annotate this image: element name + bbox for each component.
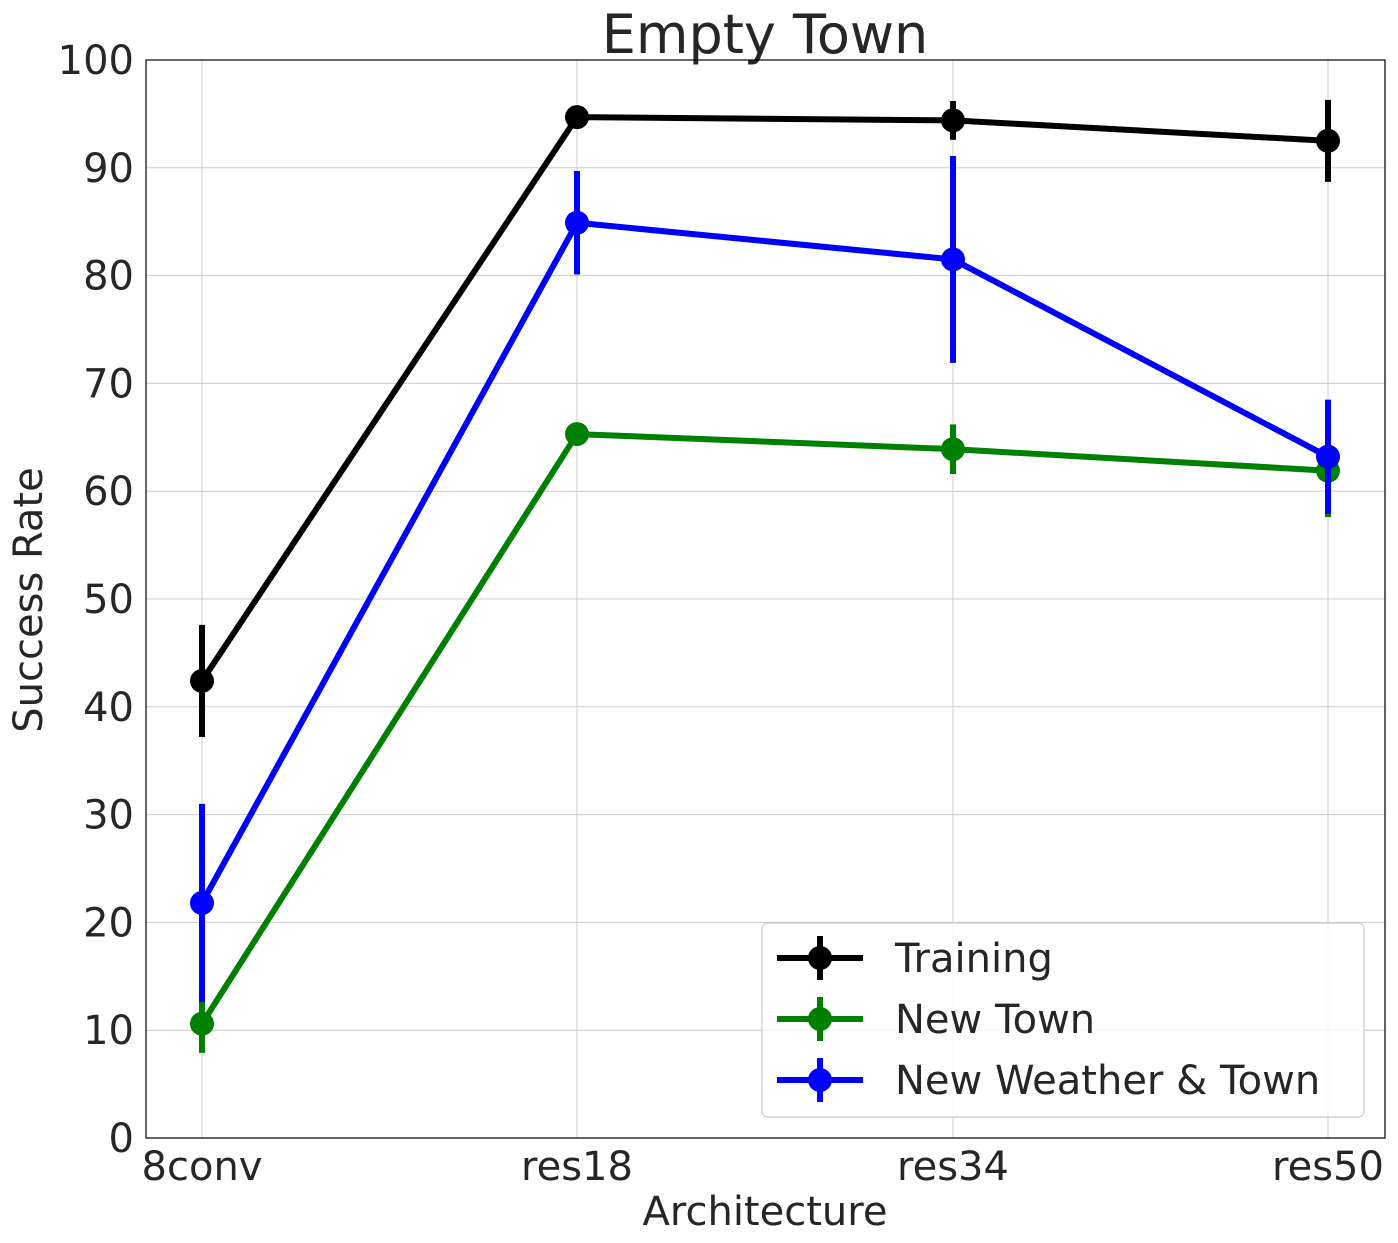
series-0 [190,99,1340,737]
plot-frame [145,59,1386,1139]
legend-marker [808,1068,832,1092]
series-line [199,114,1329,683]
legend-label: Training [894,936,1053,982]
y-tick-label: 100 [58,38,134,84]
legend: Training New Town New Weather & Town [761,922,1365,1118]
legend-box [761,922,1365,1118]
legend-entry: Training [777,936,1053,982]
y-tick-label: 10 [83,1008,134,1054]
series-line [199,219,1330,905]
data-point [1316,128,1340,153]
data-point [565,105,589,130]
data-point [565,422,589,447]
x-tick-labels: 8conv res18 res34 res50 [142,1144,1384,1190]
legend-label: New Town [895,997,1095,1043]
y-tick-label: 60 [83,469,134,515]
x-tick-label: res18 [521,1144,633,1190]
x-tick-label: res50 [1272,1144,1384,1190]
series-2 [190,155,1340,1003]
y-tick-labels: 0 10 20 30 40 50 60 70 80 90 100 [58,38,134,1162]
y-tick-label: 20 [83,900,134,946]
data-point [565,210,589,235]
series-line [199,431,1329,1026]
data-point [941,247,965,272]
x-tick-label: res34 [897,1144,1009,1190]
series-layer [190,99,1340,1053]
chart-title: Empty Town [602,3,929,66]
legend-entry: New Town [777,997,1095,1043]
y-tick-label: 80 [83,254,134,300]
x-tick-label: 8conv [142,1144,263,1190]
legend-entry: New Weather & Town [777,1058,1320,1104]
legend-entries: Training New Town New Weather & Town [777,936,1320,1104]
y-tick-label: 0 [109,1116,134,1162]
y-axis-label: Success Rate [6,467,52,732]
y-tick-label: 90 [83,146,134,192]
data-point [190,890,214,915]
data-point [1316,444,1340,469]
legend-label: New Weather & Town [895,1058,1320,1104]
x-axis-label: Architecture [643,1189,888,1235]
data-point [190,1011,214,1036]
y-tick-label: 70 [83,361,134,407]
legend-marker [808,946,832,970]
y-tick-label: 40 [83,685,134,731]
y-tick-label: 30 [83,793,134,839]
legend-marker [808,1007,832,1031]
data-point [941,437,965,462]
data-point [941,108,965,133]
y-tick-label: 50 [83,577,134,623]
data-point [190,668,214,693]
